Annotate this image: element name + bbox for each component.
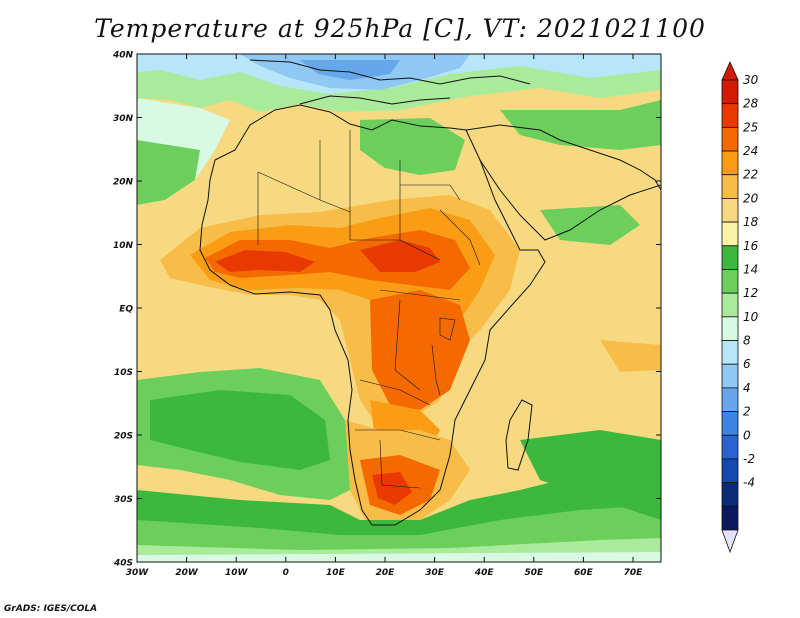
colorbar-label: 24 <box>743 144 758 158</box>
congo-hot-zone <box>370 290 470 410</box>
lat-label: 30S <box>114 495 133 505</box>
south-atlantic-cool <box>150 390 330 470</box>
border <box>355 429 441 441</box>
longitude-ticks: 30W 20W 10W 0 10E 20E 30E 40E 50E 60E 70E <box>126 54 643 578</box>
colorbar-swatch <box>721 292 739 318</box>
colorbar-swatch <box>721 269 739 294</box>
border <box>394 299 421 391</box>
colorbar-swatch <box>721 434 739 460</box>
border <box>350 239 441 261</box>
colorbar-swatch <box>721 126 739 152</box>
border <box>359 379 431 406</box>
lon-label: 60E <box>574 568 594 578</box>
colorbar-swatch <box>721 387 739 412</box>
lon-label: 10W <box>225 568 249 578</box>
grads-credit: GrADS: IGES/COLA <box>4 604 98 614</box>
lat-label: EQ <box>119 305 133 315</box>
temperature-field <box>137 54 661 562</box>
lat-label: 20S <box>114 432 133 442</box>
lon-label: 50E <box>524 568 544 578</box>
colorbar-bottom-arrow <box>721 529 739 554</box>
colorbar-label: 20 <box>743 191 759 205</box>
mediterranean-coast <box>299 95 451 105</box>
lake-victoria <box>439 317 456 341</box>
libya-egypt-mild <box>360 118 465 175</box>
colorbar-swatch <box>721 150 739 176</box>
colorbar-label: 4 <box>743 381 751 395</box>
colorbar-swatch <box>721 79 739 105</box>
colorbar-label: 6 <box>743 357 751 371</box>
lat-label: 40N <box>112 51 134 61</box>
colorbar-label: 30 <box>743 73 759 87</box>
country-borders <box>257 130 481 489</box>
lat-label: 10N <box>113 241 134 251</box>
colorbar-swatch <box>721 411 739 436</box>
madagascar-ocean-mild <box>520 430 661 520</box>
colorbar-label: 16 <box>743 239 759 253</box>
arabia-north-coast <box>465 124 661 191</box>
colorbar-swatch <box>721 340 739 365</box>
lake-tanganyika <box>431 344 441 396</box>
colorbar-label: -4 <box>743 476 755 490</box>
africa-coastline <box>199 104 546 526</box>
lon-label: 20W <box>175 568 199 578</box>
lat-label: 10S <box>114 368 133 378</box>
colorbar-label: -2 <box>743 452 755 466</box>
colorbar-swatch <box>721 198 739 223</box>
arabia-south-coast <box>479 159 661 241</box>
colorbar-swatch <box>721 482 739 507</box>
colorbar-swatch <box>721 316 739 341</box>
lat-label: 30N <box>113 114 134 124</box>
arabia-north-mild <box>500 100 661 150</box>
indian-ocean-warm <box>470 320 661 440</box>
alps-cold-zone <box>300 60 400 80</box>
west-sahel-peak <box>215 250 315 272</box>
colorbar-label: 28 <box>743 97 759 111</box>
coastlines <box>199 59 661 526</box>
indian-ocean-warmer <box>600 340 661 372</box>
arabian-sea-mild <box>540 205 640 245</box>
atlantic-north-mild <box>137 140 200 205</box>
lon-label: 70E <box>624 568 644 578</box>
southern-ocean-coldest <box>137 552 661 562</box>
border <box>400 184 461 201</box>
sahara-zone <box>137 112 661 280</box>
colorbar-swatch <box>721 245 739 270</box>
colorbar-swatch <box>721 505 739 531</box>
colorbar-swatch <box>721 363 739 389</box>
colorbar-label: 0 <box>743 428 751 442</box>
lat-label: 20N <box>113 178 134 188</box>
colorbar-swatch <box>721 458 739 484</box>
latitude-ticks: 40N 30N 20N 10N EQ 10S 20S 30S 40S <box>112 51 661 569</box>
madagascar-coastline <box>505 399 533 471</box>
europe-coastline <box>249 59 531 85</box>
colorbar-label: 14 <box>743 262 758 276</box>
central-sahel-peak <box>360 240 440 272</box>
colorbar-label: 25 <box>743 120 758 134</box>
colorbar-top-arrow <box>721 61 739 81</box>
lat-label: 40S <box>113 559 133 569</box>
colorbar-label: 10 <box>743 310 759 324</box>
colorbar-label: 22 <box>743 168 758 182</box>
colorbar-label: 2 <box>743 405 751 419</box>
colorbar-swatch <box>721 103 739 128</box>
lon-label: 30E <box>425 568 445 578</box>
colorbar-label: 8 <box>743 334 751 348</box>
map-title: Temperature at 925hPa [C], VT: 202102110… <box>94 14 706 43</box>
colorbar-label: 18 <box>743 215 759 229</box>
colorbar-swatch <box>721 221 739 247</box>
colorbar-label: 12 <box>743 286 758 300</box>
lon-label: 10E <box>326 568 346 578</box>
lon-label: 30W <box>126 568 150 578</box>
lon-label: 20E <box>376 568 396 578</box>
lon-label: 0 <box>283 568 289 578</box>
border <box>379 439 421 489</box>
border <box>439 209 481 266</box>
colorbar-swatch <box>721 174 739 199</box>
lon-label: 40E <box>474 568 495 578</box>
border <box>379 289 461 301</box>
